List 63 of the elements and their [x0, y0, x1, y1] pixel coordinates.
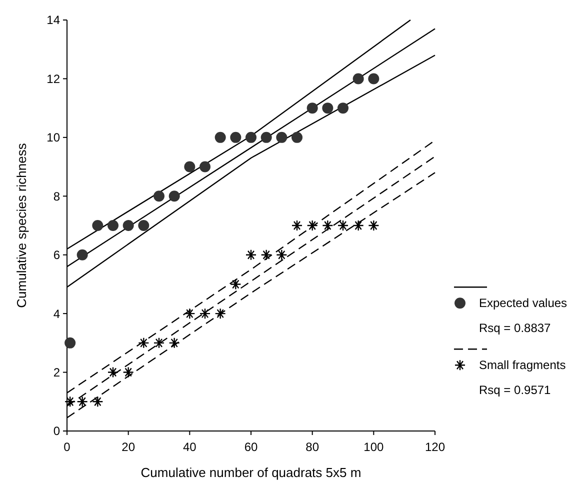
x-tick-label: 60	[244, 440, 258, 454]
point	[107, 366, 119, 378]
point	[322, 102, 334, 114]
point	[276, 132, 288, 143]
point	[352, 73, 364, 84]
point	[292, 132, 302, 143]
y-tick-label: 10	[46, 130, 60, 145]
point	[260, 132, 272, 143]
point	[338, 102, 348, 114]
y-tick-label: 4	[53, 306, 60, 321]
point	[337, 220, 349, 232]
point	[306, 102, 318, 114]
point	[184, 308, 196, 320]
point	[92, 220, 104, 231]
x-tick-label: 80	[306, 440, 320, 454]
y-tick-label: 0	[53, 424, 60, 438]
point	[154, 190, 164, 202]
legend-label: Small fragments	[479, 358, 566, 372]
x-tick-label: 40	[182, 440, 197, 454]
point	[168, 190, 180, 202]
point	[291, 220, 303, 232]
y-tick-label: 14	[46, 13, 60, 28]
point	[368, 220, 380, 232]
point	[122, 366, 134, 378]
point	[184, 161, 196, 172]
y-tick-label: 12	[46, 72, 60, 86]
point	[200, 161, 210, 172]
point	[138, 220, 150, 231]
point	[214, 132, 226, 143]
y-tick-label: 2	[53, 365, 60, 380]
point	[122, 220, 134, 231]
x-tick-label: 0	[64, 440, 71, 454]
point	[153, 337, 165, 349]
point	[168, 337, 180, 349]
x-tick-label: 100	[364, 440, 384, 454]
y-tick-label: 8	[53, 189, 60, 204]
y-axis-title: Cumulative species richness	[14, 142, 29, 308]
point	[306, 220, 318, 232]
text: Rsq = 0.8837	[479, 321, 552, 336]
point	[352, 220, 364, 232]
x-tick-label: 120	[424, 440, 446, 454]
legend-label: Expected values	[479, 296, 568, 310]
text: Rsq = 0.9571	[479, 383, 552, 398]
point	[260, 249, 272, 260]
x-axis-title: Cumulative number of quadrats 5x5 m	[140, 465, 362, 480]
point	[108, 220, 118, 231]
point	[92, 396, 104, 408]
point	[76, 396, 88, 408]
point	[230, 278, 242, 290]
point	[245, 249, 257, 260]
point	[322, 220, 334, 232]
point	[368, 73, 380, 84]
point	[214, 308, 226, 320]
point	[199, 308, 211, 320]
point	[138, 337, 150, 349]
point	[230, 132, 242, 143]
y-tick-label: 6	[53, 248, 60, 262]
point	[276, 249, 288, 260]
point	[76, 249, 88, 260]
x-tick-label: 20	[122, 440, 136, 454]
point	[64, 396, 76, 408]
point	[64, 337, 76, 348]
point	[246, 132, 256, 143]
